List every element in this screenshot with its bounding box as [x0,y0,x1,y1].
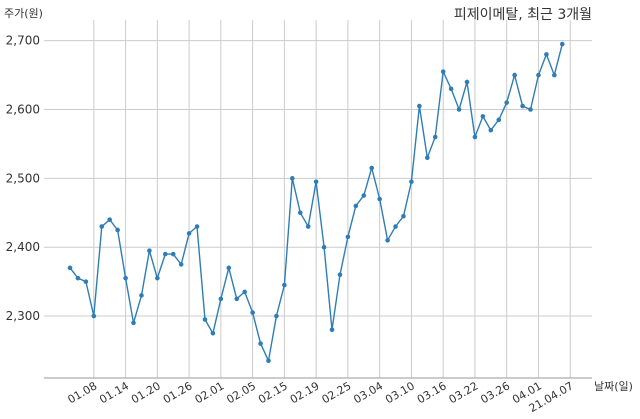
x-tick-label: 01.20 [129,379,163,406]
data-point [139,293,144,298]
x-tick-label: 01.08 [66,379,100,406]
y-tick-label: 2,600 [6,103,40,117]
data-point [75,275,81,281]
data-point [544,52,549,57]
data-point [313,179,319,185]
data-point [448,86,454,92]
data-point [480,114,486,119]
chart-title: 피제이메탈, 최근 3개월 [454,7,592,23]
data-point [425,155,430,160]
data-point [409,179,414,185]
y-tick-label: 2,300 [6,309,40,323]
data-point [83,279,89,284]
x-tick-label: 01.26 [161,379,195,406]
data-point [202,317,208,322]
data-point [186,231,192,236]
data-point [536,72,541,78]
data-point [361,193,367,198]
series-price [67,41,565,364]
data-point [107,217,112,222]
data-point [282,282,287,288]
data-point [147,248,152,253]
data-point [385,238,390,243]
data-point [488,127,494,133]
data-point [266,358,271,364]
data-point [377,196,382,202]
x-tick-label: 03.10 [383,379,417,406]
data-point [123,275,128,281]
data-point [115,227,120,233]
x-tick-label: 02.15 [256,379,290,406]
grid [44,20,592,378]
data-point [305,224,311,229]
data-point [512,72,517,78]
data-point [274,313,279,319]
x-tick-label: 03.04 [351,379,385,406]
data-point [321,244,327,250]
x-tick-label: 03.16 [415,379,449,406]
data-point [369,165,375,171]
data-point [520,103,525,109]
data-point [472,134,478,140]
data-point [155,275,160,281]
data-point [99,224,105,229]
data-point [401,213,406,219]
data-point [250,310,255,315]
data-point [337,272,343,278]
data-point [170,251,176,257]
x-axis-label: 날짜(일) [594,379,633,393]
y-axis-label: 주가(원) [4,7,43,20]
data-point [496,117,502,123]
data-point [559,41,565,47]
data-point [162,251,168,257]
data-point [131,320,136,326]
data-point [210,330,216,336]
data-point [91,313,97,319]
data-point [417,103,422,109]
data-point [226,265,232,271]
data-point [178,262,184,267]
x-tick-label: 03.26 [478,379,512,406]
data-point [504,100,510,105]
x-tick-label: 01.14 [97,379,131,406]
y-tick-label: 2,400 [6,240,40,254]
data-point [242,289,247,295]
data-point [345,234,351,240]
data-point [528,107,533,112]
data-point [552,72,557,78]
data-point [353,203,359,209]
data-point [464,79,470,85]
data-point [432,134,438,140]
data-point [393,224,398,229]
x-tick-label: 02.25 [320,379,354,406]
data-point [297,210,303,216]
data-point [329,327,335,333]
y-tick-label: 2,500 [6,171,40,185]
x-tick-label: 02.05 [224,379,258,406]
x-tick-label: 03.22 [447,379,481,406]
data-point [258,341,263,346]
data-point [234,296,240,302]
data-point [67,265,73,271]
data-point [456,107,462,112]
data-point [290,176,295,181]
data-point [218,296,224,302]
x-tick-label: 02.19 [288,379,322,406]
y-tick-label: 2,700 [6,34,40,48]
x-tick-label: 02.01 [193,379,227,406]
data-point [440,69,446,74]
data-point [194,224,200,229]
